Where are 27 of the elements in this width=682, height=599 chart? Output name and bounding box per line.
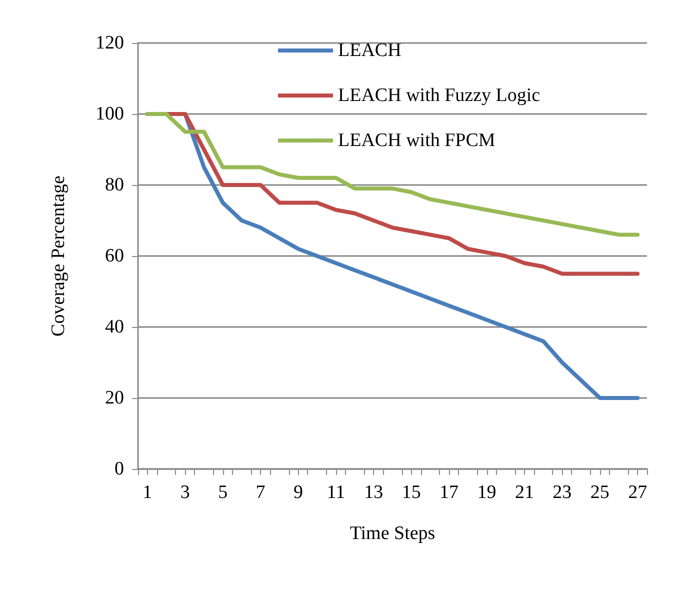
x-tick-label: 13 bbox=[364, 482, 384, 503]
y-tick-label: 80 bbox=[105, 174, 124, 196]
x-tick-label: 7 bbox=[256, 482, 266, 503]
x-tick-label: 3 bbox=[180, 482, 190, 503]
legend-label: LEACH with FPCM bbox=[338, 130, 496, 151]
x-tick-label: 1 bbox=[142, 482, 152, 503]
y-tick-label: 60 bbox=[105, 246, 124, 266]
y-tick-label: 100 bbox=[96, 104, 124, 124]
y-axis-title: Coverage Percentage bbox=[48, 176, 69, 336]
legend-label: LEACH bbox=[338, 40, 402, 61]
x-tick-label: 25 bbox=[590, 482, 610, 503]
line-series bbox=[145, 112, 640, 237]
y-tick-label: 20 bbox=[105, 388, 124, 408]
x-axis-title: Time Steps bbox=[350, 523, 436, 544]
x-tick-label: 27 bbox=[628, 482, 648, 503]
x-tick-label: 23 bbox=[552, 482, 572, 503]
y-tick-label: 40 bbox=[105, 316, 124, 338]
x-tick-label: 21 bbox=[514, 482, 534, 503]
y-tick-label: 120 bbox=[96, 32, 124, 54]
legend-label: LEACH with Fuzzy Logic bbox=[338, 85, 540, 106]
x-tick-label: 5 bbox=[218, 482, 228, 503]
x-tick-label: 15 bbox=[402, 482, 421, 503]
x-tick-label: 11 bbox=[326, 482, 346, 503]
x-tick-label: 9 bbox=[293, 482, 303, 503]
x-tick-label: 17 bbox=[440, 482, 459, 503]
x-tick-label: 19 bbox=[477, 482, 496, 503]
y-tick-label: 0 bbox=[114, 458, 124, 480]
